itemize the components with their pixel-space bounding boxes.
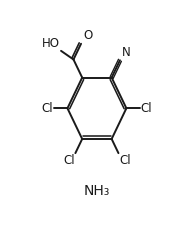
Text: Cl: Cl [141, 102, 152, 115]
Text: HO: HO [42, 37, 59, 50]
Text: N: N [122, 46, 131, 59]
Text: Cl: Cl [42, 102, 53, 115]
Text: Cl: Cl [119, 154, 131, 167]
Text: Cl: Cl [63, 154, 75, 167]
Text: NH₃: NH₃ [84, 184, 110, 198]
Text: O: O [84, 29, 93, 42]
